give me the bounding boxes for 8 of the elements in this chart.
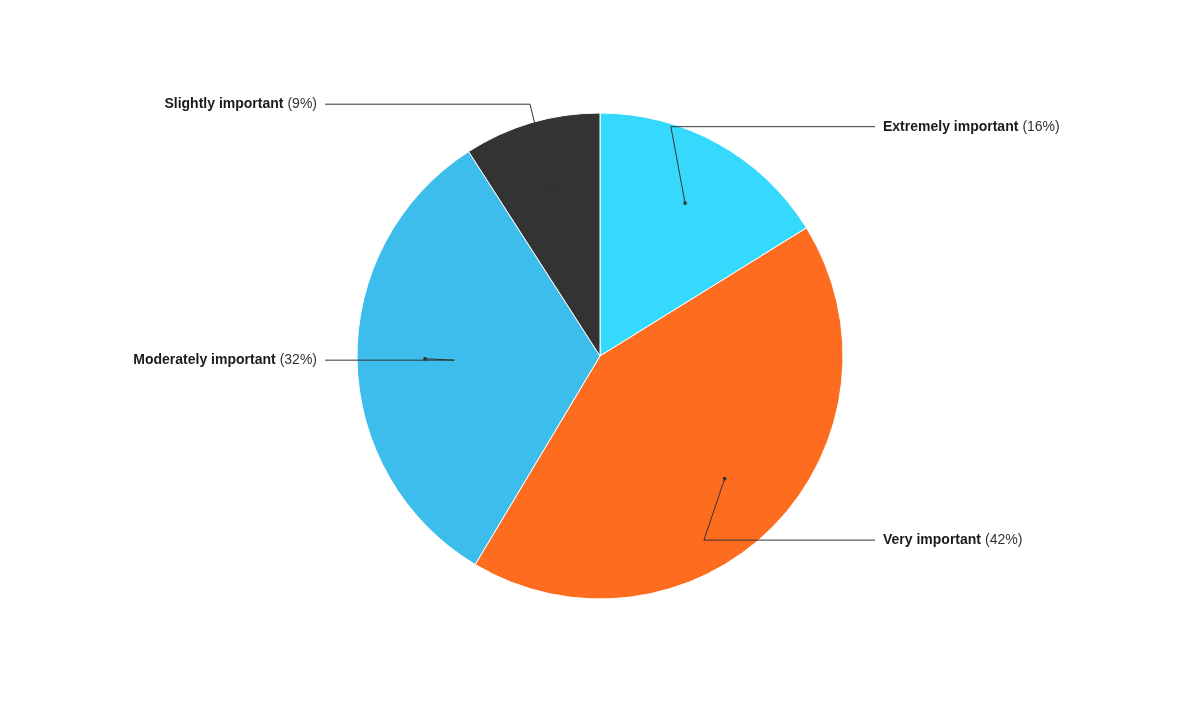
slice-label: Very important bbox=[883, 531, 982, 548]
data-label: (42%) bbox=[985, 531, 1023, 548]
data-label: (32%) bbox=[279, 351, 317, 368]
slice-label: Moderately important bbox=[133, 351, 276, 368]
data-label: (16%) bbox=[1022, 117, 1060, 134]
slice-label: Slightly important bbox=[164, 95, 284, 112]
slice-label: Extremely important bbox=[883, 117, 1019, 134]
data-label: (9%) bbox=[287, 95, 317, 112]
